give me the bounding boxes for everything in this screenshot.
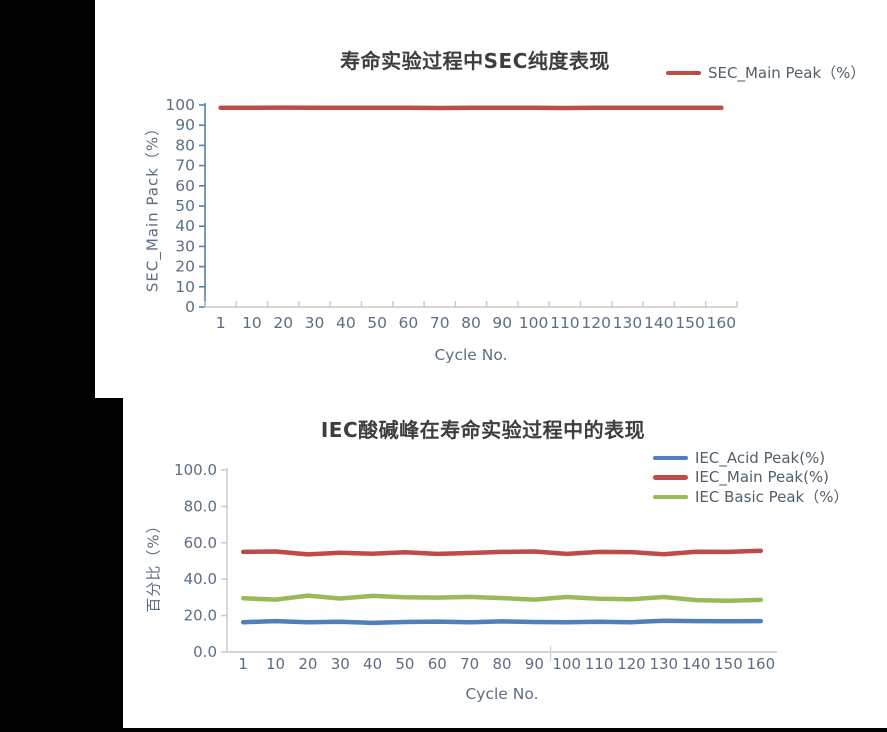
sec-chart-panel: 寿命实验过程中SEC纯度表现 SEC_Main Peak（%） SEC_Main… — [95, 0, 887, 398]
series-line — [240, 548, 764, 557]
y-tick-label: 100 — [165, 96, 195, 114]
legend-item: IEC Basic Peak（%） — [653, 487, 849, 507]
x-tick-label: 140 — [682, 655, 711, 673]
x-tick-label: 80 — [492, 655, 511, 673]
legend-item: IEC_Main Peak(%) — [653, 468, 849, 488]
y-tick-label: 40 — [175, 217, 195, 235]
y-tick-label: 80.0 — [184, 497, 217, 515]
x-tick-label: 80 — [461, 314, 481, 332]
x-tick-label: 30 — [331, 655, 350, 673]
sec-chart-title: 寿命实验过程中SEC纯度表现 — [340, 49, 610, 73]
x-tick-label: 100 — [552, 655, 581, 673]
x-tick-label: 1 — [216, 314, 226, 332]
y-tick-label: 100.0 — [174, 461, 217, 479]
x-tick-label: 50 — [367, 314, 387, 332]
x-tick-label: 70 — [430, 314, 450, 332]
iec-chart-title: IEC酸碱峰在寿命实验过程中的表现 — [320, 418, 646, 442]
y-tick-label: 60.0 — [184, 534, 217, 552]
legend-line-swatch — [666, 70, 701, 75]
x-tick-label: 120 — [581, 314, 611, 332]
iec-chart-panel: IEC酸碱峰在寿命实验过程中的表现 IEC_Acid Peak(%) IEC_Ma… — [123, 398, 887, 728]
y-tick-label: 40.0 — [184, 570, 217, 588]
y-tick-label: 30 — [175, 237, 195, 255]
x-tick-label: 90 — [525, 655, 544, 673]
x-tick-label: 40 — [363, 655, 382, 673]
sec-chart-legend: SEC_Main Peak（%） — [666, 63, 865, 83]
x-tick-label: 90 — [492, 314, 512, 332]
iec-plot-area: 100.080.060.040.020.00.01 10 20 30 40 50 60 70 8… — [174, 461, 777, 673]
y-tick-label: 70 — [175, 157, 195, 175]
legend-label: IEC Basic Peak（%） — [695, 488, 849, 507]
legend-label: SEC_Main Peak（%） — [708, 64, 866, 83]
y-tick-label: 50 — [175, 197, 195, 215]
y-tick-label: 90 — [175, 116, 195, 134]
x-tick-label: 10 — [266, 655, 285, 673]
y-tick-label: 80 — [175, 136, 195, 154]
legend-item: SEC_Main Peak（%） — [666, 63, 865, 83]
x-tick-label: 130 — [649, 655, 678, 673]
x-tick-label: 160 — [747, 655, 776, 673]
iec-chart-legend: IEC_Acid Peak(%) IEC_Main Peak(%) IEC Basi… — [653, 448, 849, 507]
x-tick-label: 160 — [707, 314, 737, 332]
x-tick-label: 120 — [617, 655, 646, 673]
x-tick-label: 140 — [644, 314, 674, 332]
y-tick-label: 20.0 — [184, 607, 217, 625]
legend-item: IEC_Acid Peak(%) — [653, 448, 849, 468]
x-tick-label: 20 — [273, 314, 293, 332]
legend-label: IEC_Main Peak(%) — [695, 468, 830, 487]
x-tick-label: 40 — [336, 314, 356, 332]
x-tick-label: 60 — [428, 655, 447, 673]
x-tick-label: 110 — [585, 655, 614, 673]
x-tick-label: 110 — [550, 314, 580, 332]
legend-label: IEC_Acid Peak(%) — [695, 448, 826, 467]
x-tick-label: 60 — [399, 314, 419, 332]
iec-x-axis-title: Cycle No. — [465, 685, 539, 703]
legend-line-swatch — [653, 475, 688, 480]
x-tick-label: 20 — [298, 655, 317, 673]
series-line — [240, 593, 764, 603]
y-tick-label: 10 — [175, 278, 195, 296]
x-tick-label: 130 — [613, 314, 643, 332]
y-tick-label: 0.0 — [193, 643, 217, 661]
y-tick-label: 0 — [185, 298, 195, 316]
x-tick-label: 70 — [460, 655, 479, 673]
x-tick-label: 100 — [519, 314, 549, 332]
x-tick-label: 10 — [242, 314, 262, 332]
x-tick-label: 150 — [714, 655, 743, 673]
sec-x-axis-title: Cycle No. — [434, 346, 508, 364]
x-tick-label: 1 — [238, 655, 248, 673]
legend-line-swatch — [653, 455, 688, 460]
x-tick-label: 30 — [305, 314, 325, 332]
y-tick-label: 20 — [175, 258, 195, 276]
x-tick-label: 150 — [675, 314, 705, 332]
y-tick-label: 60 — [175, 177, 195, 195]
x-tick-label: 50 — [395, 655, 414, 673]
legend-line-swatch — [653, 494, 688, 499]
series-line — [240, 618, 764, 626]
